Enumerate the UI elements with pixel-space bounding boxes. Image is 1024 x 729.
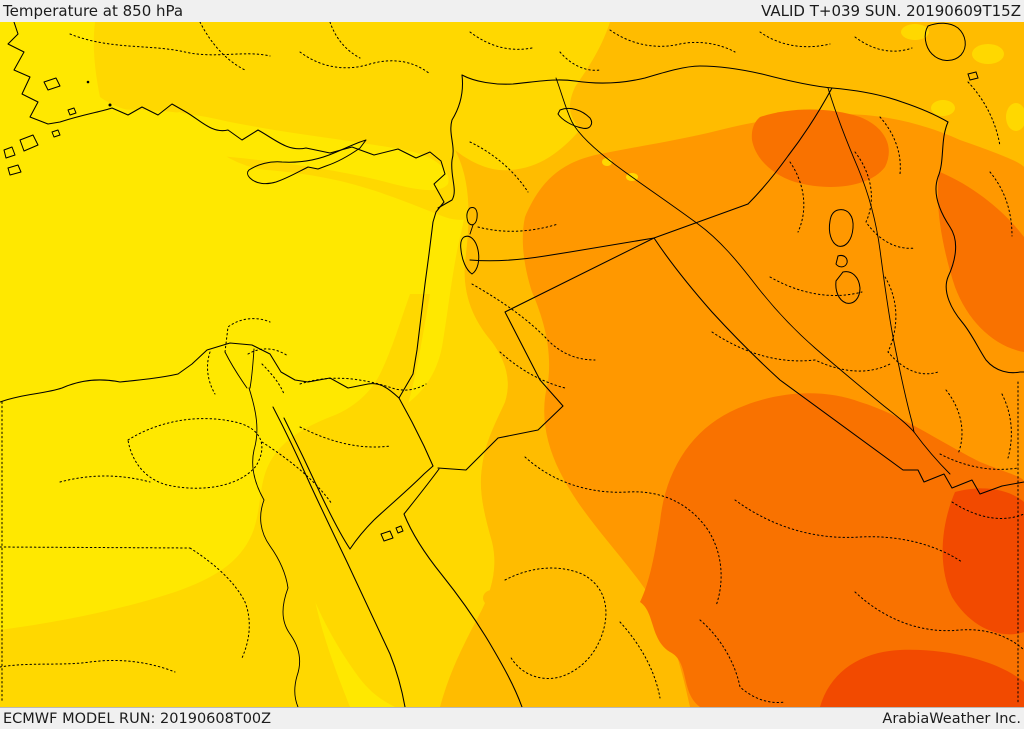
cold-spot-syria-1 — [602, 158, 612, 166]
border-egypt-israel — [398, 397, 434, 467]
lake-razzaza — [835, 271, 861, 304]
cold-spot-northeast-1 — [901, 24, 929, 40]
island-cyprus — [247, 139, 367, 185]
nile-delta-branch-east — [249, 348, 255, 389]
river-nile — [248, 387, 301, 707]
model-run-label: ECMWF MODEL RUN: 20190608T00Z — [3, 710, 272, 727]
cold-spot-northeast-2 — [972, 44, 1004, 64]
coastline-mediterranean-levant-egypt — [0, 22, 446, 403]
nile-delta-branch-west — [224, 351, 248, 389]
lake-habbaniyah — [835, 255, 848, 268]
red-right-edge-blob — [942, 488, 1024, 635]
red-bottom-right-blob — [820, 649, 1024, 707]
border-syria-jordan — [469, 251, 571, 262]
admin-iraq — [711, 151, 963, 455]
cold-spot-northeast-4 — [1006, 103, 1024, 131]
rivers-group — [224, 77, 951, 707]
warm-spot-hejaz — [483, 590, 501, 606]
sinai-west-coast — [283, 417, 351, 550]
sea-of-galilee — [466, 207, 478, 226]
page-title: Temperature at 850 hPa — [3, 2, 184, 20]
admin-turkey — [69, 22, 913, 175]
border-jordan-saudi — [437, 237, 655, 471]
border-iraq-saudi-kuwait — [653, 237, 1024, 495]
valid-time-label: VALID T+039 SUN. 20190609T15Z — [761, 2, 1021, 20]
border-iraq-iran — [935, 121, 1024, 374]
credit-label: ArabiaWeather Inc. — [882, 710, 1021, 727]
map-area — [0, 22, 1024, 707]
admin-syria-jordan — [469, 141, 596, 389]
footer-bar: ECMWF MODEL RUN: 20190608T00Z ArabiaWeat… — [0, 707, 1024, 729]
admin-iran-east — [939, 81, 1024, 703]
cold-spot-northeast-3 — [931, 100, 955, 116]
border-hatay — [437, 74, 463, 209]
river-tigris — [827, 87, 915, 433]
lake-tharthar — [828, 209, 854, 247]
admin-saudi — [504, 456, 1024, 703]
small-island-dot-1 — [108, 103, 112, 107]
small-island-dot-2 — [86, 80, 90, 84]
lake-assad — [557, 107, 593, 129]
coastlines-group — [0, 22, 523, 707]
shatt-al-arab — [913, 431, 951, 475]
temp-band-deep-orange-group — [640, 109, 1024, 707]
temperature-map-svg — [0, 22, 1024, 707]
gulf-of-suez-african-coast — [272, 406, 406, 707]
lake-van — [924, 22, 966, 61]
temp-band-red-orange-group — [820, 488, 1024, 707]
small-lake-northeast — [967, 71, 979, 81]
deep-orange-south-iraq-mass — [640, 393, 1024, 707]
aegean-islands — [3, 77, 77, 176]
tiran-islands — [380, 525, 404, 542]
cold-spots-group — [50, 24, 1024, 606]
deep-orange-north-iraq-blob — [751, 109, 889, 187]
border-turkey-syria-iraq — [461, 65, 949, 123]
header-bar: Temperature at 850 hPa VALID T+039 SUN. … — [0, 0, 1024, 22]
sinai-east-aqaba-coast — [349, 465, 434, 550]
deep-orange-east-iraq-blob — [938, 172, 1024, 352]
border-syria-iraq — [747, 87, 833, 205]
admin-boundaries-group — [0, 22, 1024, 703]
jordan-river — [469, 224, 474, 235]
admin-egypt — [0, 318, 427, 703]
dead-sea — [460, 235, 480, 275]
country-borders-group — [398, 65, 1024, 495]
turkey-coast-yellow-strip — [50, 109, 449, 191]
lakes-group — [460, 22, 979, 304]
aqaba-arabian-redsea-coast — [403, 468, 523, 707]
gold-south-egypt-region — [0, 294, 430, 707]
river-euphrates — [555, 77, 915, 433]
